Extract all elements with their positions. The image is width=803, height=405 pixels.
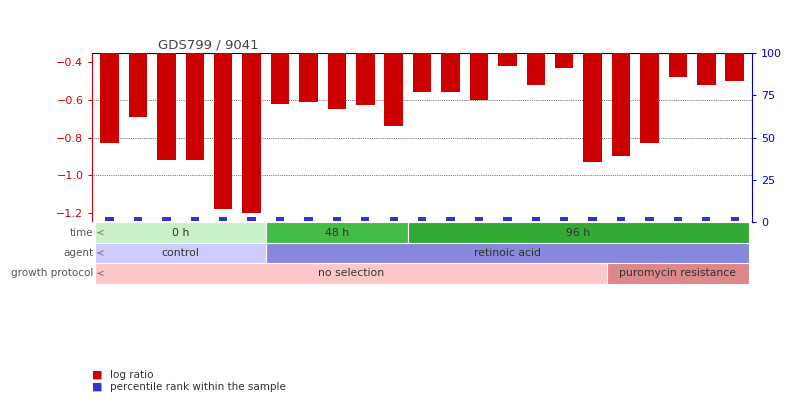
Bar	[190, 217, 198, 222]
Bar	[441, 53, 459, 92]
Bar	[361, 217, 369, 222]
Bar	[554, 53, 573, 68]
Text: no selection: no selection	[318, 269, 384, 278]
Bar	[407, 222, 748, 243]
Bar	[616, 217, 625, 222]
Bar	[162, 217, 170, 222]
Bar	[214, 53, 232, 209]
Text: puromycin resistance: puromycin resistance	[618, 269, 736, 278]
Bar	[724, 53, 743, 81]
Bar	[696, 53, 715, 85]
Bar	[133, 217, 142, 222]
Text: growth protocol: growth protocol	[10, 269, 93, 278]
Bar	[247, 217, 255, 222]
Bar	[611, 53, 630, 156]
Bar	[105, 217, 113, 222]
Bar	[299, 53, 317, 102]
Bar	[96, 263, 606, 284]
Bar	[218, 217, 227, 222]
Bar	[498, 53, 516, 66]
Bar	[304, 217, 312, 222]
Bar	[475, 217, 483, 222]
Bar	[266, 243, 748, 263]
Bar	[531, 217, 540, 222]
Bar	[469, 53, 487, 100]
Bar	[588, 217, 596, 222]
Bar	[384, 53, 402, 126]
Bar	[242, 53, 260, 213]
Text: time: time	[69, 228, 93, 238]
Bar	[389, 217, 397, 222]
Bar	[668, 53, 687, 77]
Text: control: control	[161, 248, 199, 258]
Bar	[413, 53, 430, 92]
Text: agent: agent	[63, 248, 93, 258]
Bar	[327, 53, 345, 109]
Bar	[332, 217, 340, 222]
Bar	[446, 217, 454, 222]
Text: 48 h: 48 h	[324, 228, 349, 238]
Bar	[503, 217, 511, 222]
Bar	[157, 53, 175, 160]
Bar	[96, 243, 266, 263]
Text: ■: ■	[92, 382, 103, 392]
Bar	[606, 263, 748, 284]
Bar	[185, 53, 204, 160]
Bar	[526, 53, 544, 85]
Bar	[100, 53, 119, 143]
Text: 0 h: 0 h	[172, 228, 189, 238]
Bar	[583, 53, 601, 162]
Bar	[639, 53, 658, 143]
Bar	[271, 53, 289, 104]
Text: retinoic acid: retinoic acid	[473, 248, 540, 258]
Bar	[128, 53, 147, 117]
Bar	[645, 217, 653, 222]
Bar	[266, 222, 407, 243]
Text: log ratio: log ratio	[110, 370, 153, 379]
Text: GDS799 / 9041: GDS799 / 9041	[158, 38, 259, 51]
Bar	[418, 217, 426, 222]
Bar	[560, 217, 568, 222]
Bar	[356, 53, 374, 105]
Text: 96 h: 96 h	[565, 228, 589, 238]
Bar	[673, 217, 681, 222]
Bar	[701, 217, 710, 222]
Text: percentile rank within the sample: percentile rank within the sample	[110, 382, 286, 392]
Bar	[730, 217, 738, 222]
Text: ■: ■	[92, 370, 103, 379]
Bar	[275, 217, 283, 222]
Bar	[96, 222, 266, 243]
